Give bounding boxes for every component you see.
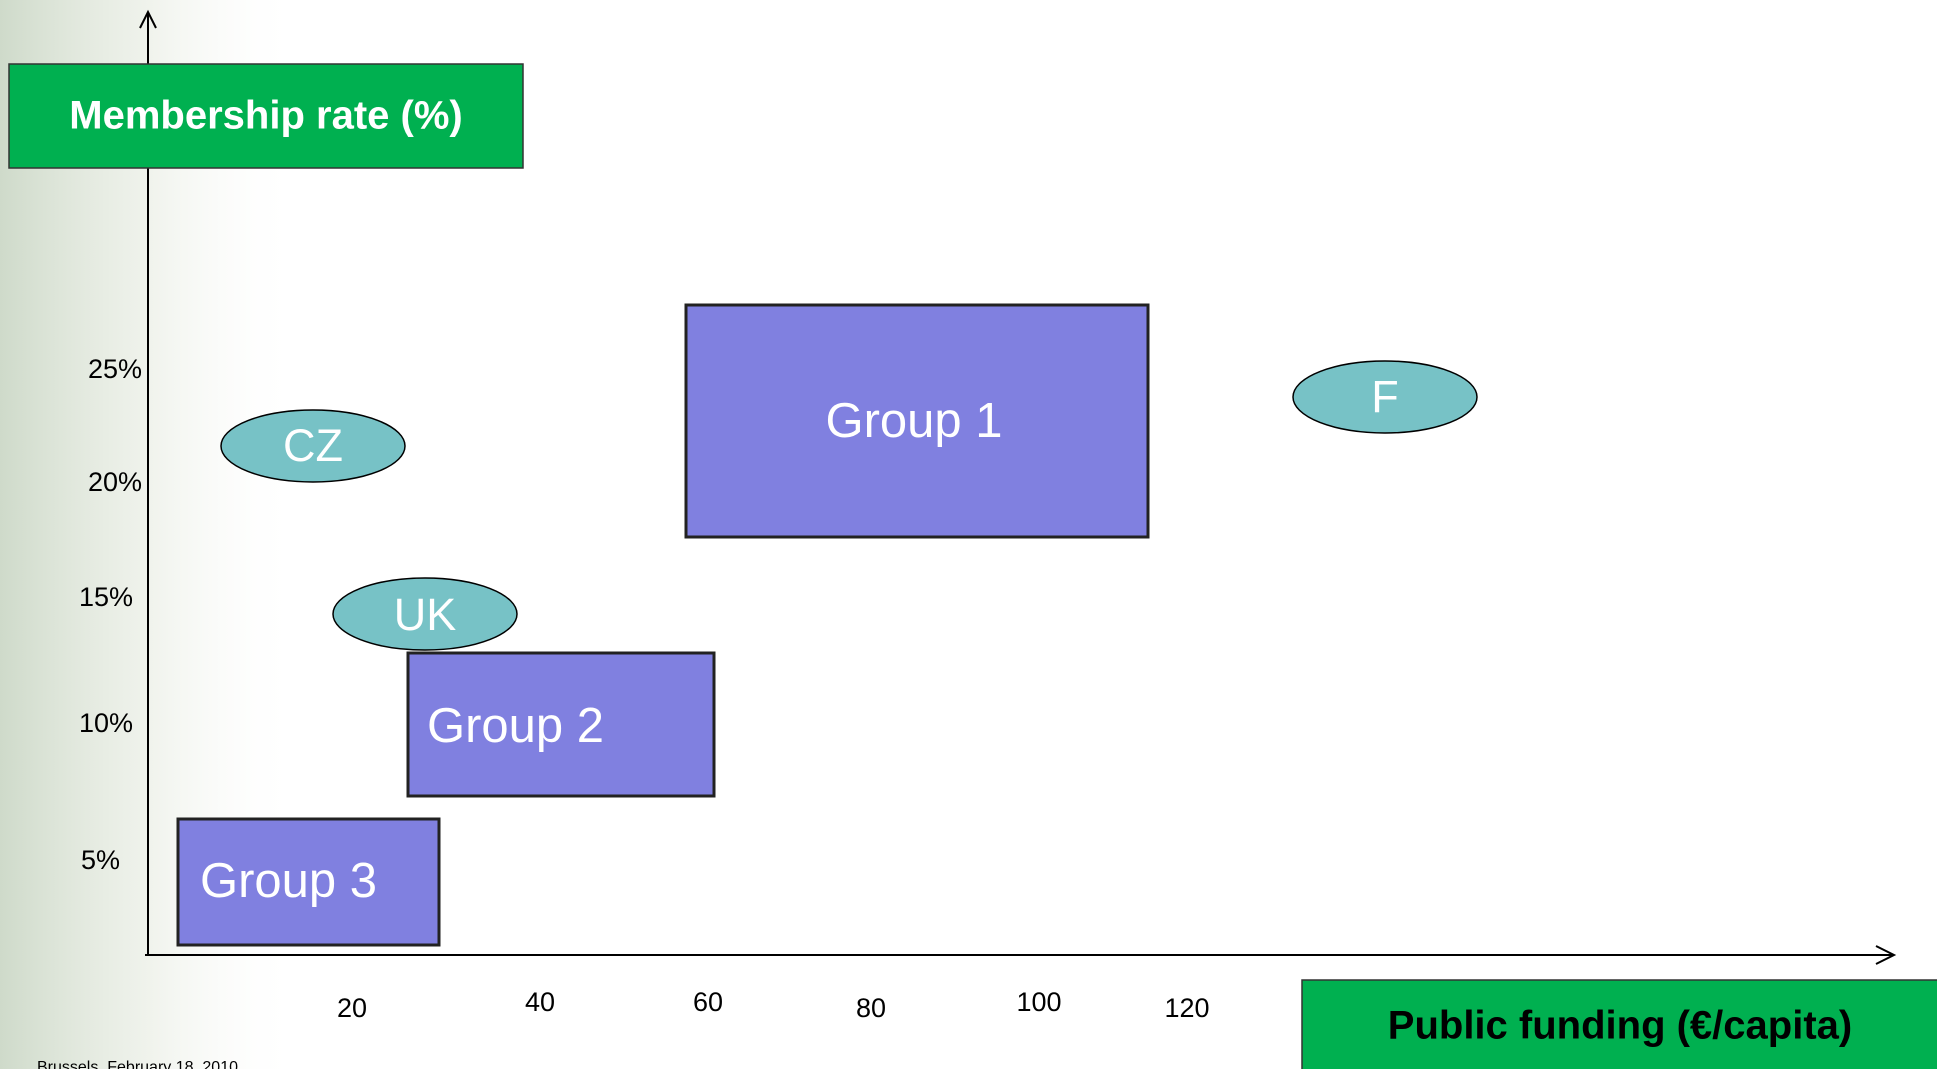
y-tick-label: 10% (79, 708, 133, 738)
group-box (684, 303, 1150, 539)
group-label: Group 1 (825, 394, 1002, 448)
group-box (176, 817, 441, 947)
x-tick-label: 40 (525, 987, 555, 1017)
country-ellipse (332, 577, 518, 651)
x-tick-label: 80 (856, 993, 886, 1023)
y-tick-label: 15% (79, 582, 133, 612)
country-label: CZ (283, 420, 343, 471)
x-tick-label: 120 (1164, 993, 1209, 1023)
group-label: Group 3 (200, 854, 377, 908)
country-ellipse (220, 409, 406, 483)
country-label: UK (394, 589, 457, 640)
x-axis-label: Public funding (€/capita) (1388, 1004, 1852, 1048)
x-tick-label: 60 (693, 987, 723, 1017)
axes (139, 9, 1897, 965)
country-ellipse (1292, 360, 1478, 434)
group-box (406, 651, 716, 798)
group-label: Group 2 (427, 699, 604, 753)
y-tick-label: 5% (81, 845, 120, 875)
country-label: F (1371, 371, 1399, 422)
y-axis-label: Membership rate (%) (69, 94, 462, 138)
y-tick-label: 25% (88, 354, 142, 384)
x-tick-label: 20 (337, 993, 367, 1023)
y-label-box (8, 63, 524, 169)
y-tick-label: 20% (88, 467, 142, 497)
footer: Brussels, February 18, 2010 (37, 1059, 238, 1069)
x-label-box (1301, 979, 1937, 1069)
x-tick-label: 100 (1016, 987, 1061, 1017)
